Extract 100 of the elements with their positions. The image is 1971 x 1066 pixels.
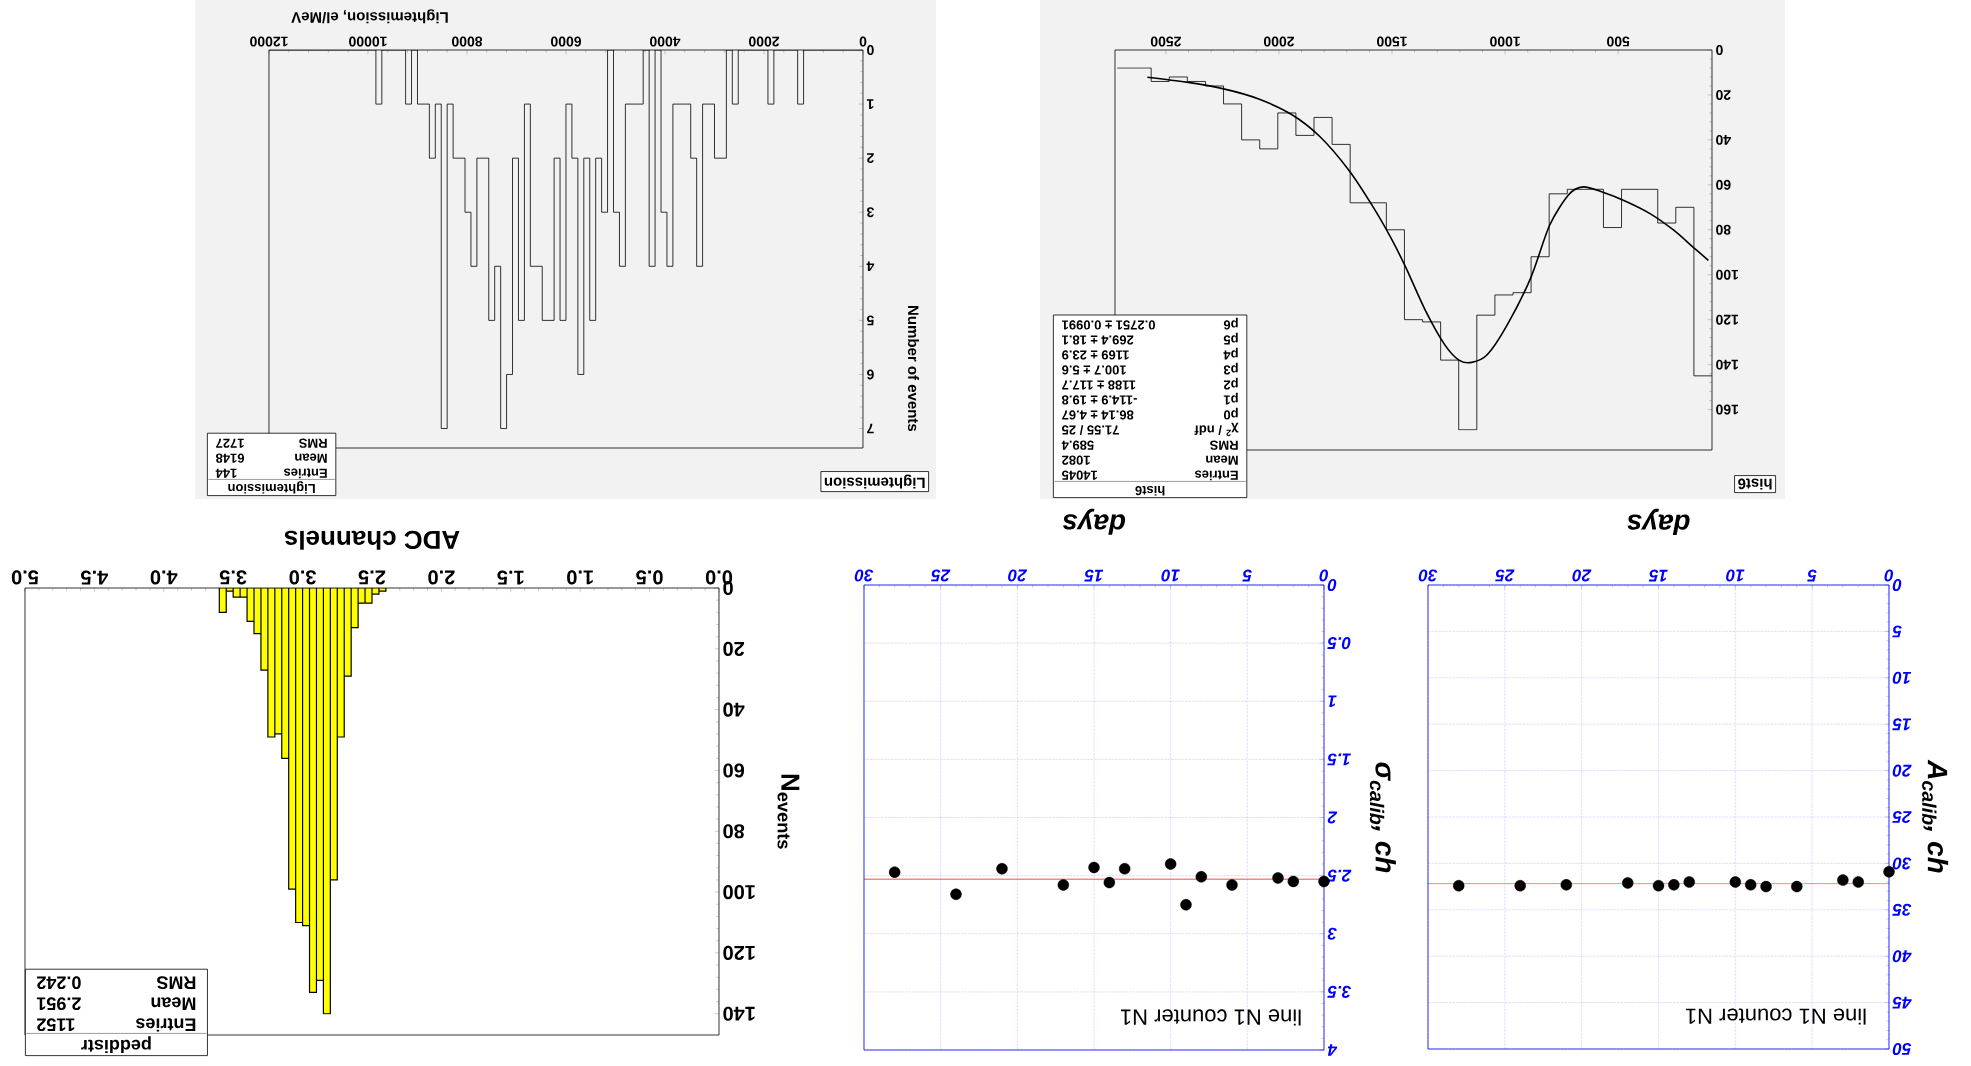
x-tick-label: 20: [1572, 569, 1592, 582]
y-tick-label: 2: [1327, 811, 1338, 824]
y-tick-label: 4: [1327, 1044, 1338, 1056]
y-tick-label: 80: [723, 824, 745, 839]
annotation: 71.55 / 25: [1061, 425, 1119, 435]
text: Lightemission: [824, 474, 925, 489]
x-tick-label: 15: [1084, 569, 1104, 582]
annotation: RMS: [157, 976, 196, 990]
text: 1082: [1062, 455, 1090, 465]
annotation: 0.2751 ± 0.0991: [1061, 320, 1155, 330]
y-tick-label: 20: [1892, 764, 1912, 777]
y-tick-label: 100: [1716, 269, 1739, 280]
annotation: line N1 counter N1: [1120, 1009, 1301, 1026]
x-tick-label: 25: [1495, 569, 1515, 582]
x-tick-label: 4000: [649, 36, 681, 47]
text: Mean: [1206, 455, 1238, 465]
x-tick-label: 6000: [550, 36, 582, 47]
y-tick-label: 4: [866, 261, 875, 272]
y-tick-label: 3: [1327, 927, 1337, 940]
x-tick-label: 2.5: [358, 570, 386, 585]
annotation: p2: [1223, 377, 1238, 390]
y-tick-label: 15: [1892, 718, 1912, 731]
annotation: Entries: [136, 1018, 196, 1032]
x-tick-label: 10000: [349, 36, 387, 47]
x-tick-label: 5.0: [11, 570, 39, 585]
y-tick-label: 20: [723, 641, 745, 656]
text: 14045: [1061, 470, 1097, 480]
x-tick-label: 12000: [250, 36, 288, 47]
y-tick-label: 2: [867, 153, 874, 164]
x-tick-label: 1.0: [567, 570, 593, 585]
y-tick-label: 80: [1716, 224, 1731, 235]
y-tick-label: 0.5: [1327, 637, 1351, 650]
y-tick-label: 5: [866, 315, 874, 326]
y-tick-label: 40: [1716, 134, 1731, 145]
x-tick-label: 5: [1807, 569, 1817, 582]
y-axis-title: N$_{events}$: [777, 774, 800, 849]
x-tick-label: 0: [1319, 569, 1329, 582]
x-tick-label: 5: [1242, 569, 1252, 582]
y-tick-label: 20: [1716, 89, 1731, 100]
y-tick-label: 25: [1892, 810, 1912, 824]
y-tick-label: 50: [1892, 1042, 1912, 1056]
text: peddistr: [81, 1036, 151, 1053]
x-tick-label: 2500: [1150, 36, 1181, 47]
x-tick-label: 2.0: [428, 570, 455, 585]
x-tick-label: 0.5: [636, 570, 663, 585]
y-tick-label: 160: [1716, 404, 1739, 415]
annotation: p0: [1223, 407, 1238, 420]
x-axis-title: days: [1627, 508, 1690, 535]
y-tick-label: 40: [723, 702, 745, 717]
y-tick-label: 60: [1716, 179, 1731, 190]
text: Lightemission: [228, 481, 315, 494]
y-tick-label: 140: [1716, 359, 1739, 370]
y-axis-title: A$_{calib}$, ch: [1922, 759, 1949, 873]
y-tick-label: 35: [1892, 903, 1912, 916]
annotation: 100.7 ± 5.6: [1062, 365, 1126, 375]
x-tick-label: 500: [1607, 36, 1630, 47]
y-axis-title: σ$_{calib}$, ch: [1369, 762, 1396, 873]
y-tick-label: 60: [723, 763, 745, 778]
y-tick-label: 2.5: [1327, 869, 1352, 882]
x-tick-label: 20: [1008, 569, 1028, 582]
x-tick-label: 2000: [1263, 36, 1295, 47]
annotation: Mean: [151, 997, 196, 1010]
text: Entries: [284, 468, 327, 479]
annotation: line N1 counter N1: [1685, 1008, 1866, 1025]
y-tick-label: 1.5: [1327, 753, 1351, 766]
annotation: 0.242: [37, 976, 81, 990]
x-axis-title: ADC channels: [284, 530, 460, 550]
y-tick-label: 10: [1892, 671, 1912, 684]
annotation: RMS: [1210, 440, 1238, 450]
annotation: p5: [1223, 332, 1238, 345]
text: 589.4: [1061, 440, 1094, 450]
x-tick-label: 30: [1418, 569, 1438, 582]
annotation: -114.9 ± 19.8: [1062, 395, 1137, 405]
text: hist6: [1738, 478, 1772, 490]
y-tick-label: 0: [1716, 45, 1723, 55]
text: 1727: [216, 438, 244, 448]
x-tick-label: 1.5: [497, 570, 524, 585]
y-axis-title: Number of events: [907, 306, 919, 432]
text: Entries: [1195, 470, 1238, 481]
x-tick-label: 4.0: [150, 570, 178, 585]
x-tick-label: 25: [931, 569, 951, 582]
x-axis-title: Lightemission, el/MeV: [291, 9, 448, 24]
text: Mean: [295, 453, 327, 463]
annotation: χ$^{2}$ / ndf: [1194, 422, 1239, 437]
x-tick-label: 0: [1884, 569, 1894, 582]
y-tick-label: 7: [867, 423, 874, 434]
x-tick-label: 3.0: [289, 570, 317, 585]
annotation: 1188 ± 117.7: [1062, 380, 1136, 390]
annotation: 2.951: [36, 997, 81, 1011]
x-tick-label: 8000: [451, 36, 483, 47]
annotation: 1152: [37, 1018, 75, 1032]
text: 6148: [216, 453, 245, 463]
x-tick-label: 10: [1161, 569, 1180, 582]
text: hist6: [1135, 485, 1165, 496]
y-tick-label: 0: [867, 45, 874, 55]
annotation: 1169 ± 23.9: [1062, 350, 1129, 360]
y-tick-label: 6: [867, 369, 874, 380]
y-tick-label: 1: [1328, 695, 1337, 708]
y-tick-label: 5: [1892, 625, 1902, 638]
y-tick-label: 1: [866, 99, 874, 109]
